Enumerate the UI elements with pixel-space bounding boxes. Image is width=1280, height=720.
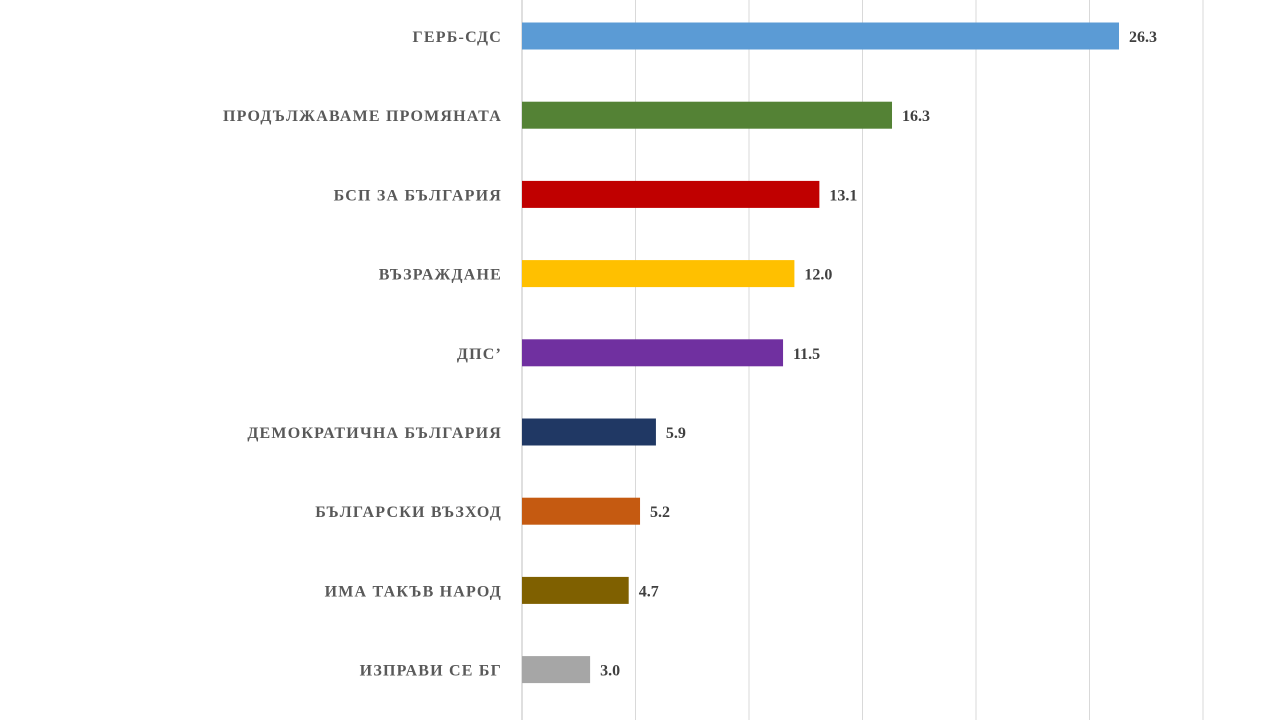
- category-label-7: БЪЛГАРСКИ ВЪЗХОД: [315, 504, 502, 521]
- category-label-3: БСП ЗА БЪЛГАРИЯ: [334, 187, 502, 204]
- bar-9: [522, 656, 591, 684]
- value-label-8: 4.7: [639, 583, 659, 600]
- bar-8: [522, 576, 629, 604]
- bar-3: [522, 180, 820, 208]
- category-label-4: ВЪЗРАЖДАНЕ: [379, 267, 502, 284]
- bar-2: [522, 101, 893, 129]
- bar-7: [522, 497, 641, 525]
- category-label-8: ИМА ТАКЪВ НАРОД: [325, 583, 502, 600]
- bar-6: [522, 418, 656, 446]
- category-label-2: ПРОДЪЛЖАВАМЕ ПРОМЯНАТА: [223, 108, 502, 125]
- bar-layer: [522, 22, 1120, 684]
- category-label-5: ДПС’: [457, 346, 502, 363]
- category-label-9: ИЗПРАВИ СЕ БГ: [360, 663, 502, 680]
- category-label-6: ДЕМОКРАТИЧНА БЪЛГАРИЯ: [247, 425, 502, 442]
- bar-5: [522, 339, 784, 367]
- value-label-1: 26.3: [1129, 29, 1157, 46]
- value-label-4: 12.0: [804, 267, 832, 284]
- value-label-3: 13.1: [829, 187, 857, 204]
- value-label-6: 5.9: [666, 425, 686, 442]
- label-layer: ГЕРБ-СДС 26.3 ПРОДЪЛЖАВАМЕ ПРОМЯНАТА 16.3 БС…: [223, 29, 1157, 680]
- bar-1: [522, 22, 1120, 50]
- value-label-7: 5.2: [650, 504, 670, 521]
- value-label-2: 16.3: [902, 108, 930, 125]
- bar-4: [522, 260, 795, 288]
- category-label-1: ГЕРБ-СДС: [413, 29, 502, 46]
- value-label-5: 11.5: [793, 346, 820, 363]
- value-label-9: 3.0: [600, 663, 620, 680]
